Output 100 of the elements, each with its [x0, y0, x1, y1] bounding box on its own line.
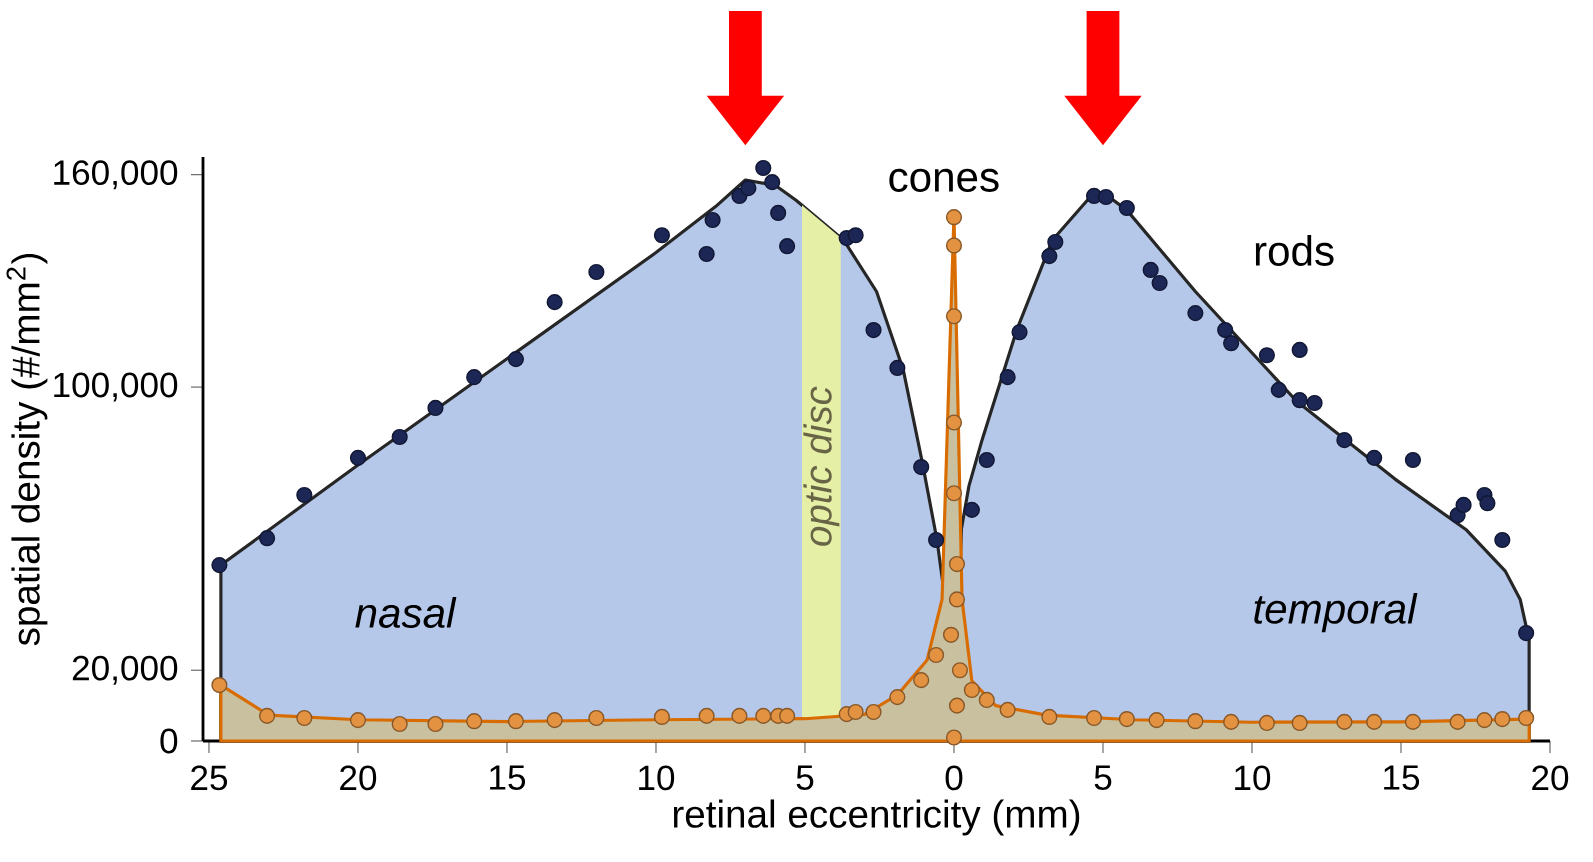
x-tick-label: 10 [639, 765, 675, 791]
point [588, 709, 605, 727]
point [978, 451, 995, 469]
point [865, 703, 882, 721]
point [847, 227, 864, 244]
point [1258, 347, 1275, 364]
series-label: cones [889, 168, 999, 192]
point [999, 701, 1016, 718]
point [1142, 261, 1159, 279]
x-tick-label: 15 [490, 765, 526, 790]
point [948, 591, 966, 608]
y-tick-label: 0 [160, 728, 178, 754]
x-tick-label: 0 [945, 765, 963, 791]
point [770, 204, 787, 222]
point [945, 308, 963, 325]
point [211, 557, 228, 574]
point [296, 486, 313, 504]
point [1291, 714, 1308, 732]
point [1336, 713, 1353, 730]
point [1306, 394, 1323, 412]
point [945, 485, 963, 502]
point [928, 531, 945, 549]
y-tick-label: 100,000 [54, 372, 178, 402]
x-tick-label: 25 [191, 765, 228, 791]
point [1455, 496, 1472, 514]
point [945, 729, 963, 746]
x-axis-title: retinal eccentricity (mm) [673, 799, 1080, 836]
point [698, 707, 715, 724]
point [755, 159, 772, 177]
point [1494, 531, 1511, 549]
y-tick-label: 160,000 [54, 160, 178, 190]
point [948, 697, 966, 714]
point [507, 351, 525, 368]
point [1118, 710, 1135, 728]
y-tick-label: 20,000 [72, 655, 178, 685]
x-tick-label: 15 [1384, 765, 1420, 790]
point [755, 707, 772, 724]
point [1291, 341, 1308, 358]
band-label: optic disc [803, 386, 840, 546]
point [913, 458, 930, 476]
point [1223, 713, 1240, 730]
point [999, 369, 1016, 386]
x-tick-label: 10 [1235, 765, 1271, 791]
point [847, 703, 864, 721]
point [391, 428, 408, 446]
point [779, 707, 796, 724]
point [764, 174, 781, 191]
point [1291, 392, 1308, 409]
point [391, 715, 408, 733]
point [889, 359, 906, 377]
x-tick-label: 5 [1094, 765, 1112, 790]
point [1047, 233, 1064, 251]
point [507, 713, 525, 730]
point [211, 677, 228, 694]
point [427, 715, 444, 733]
point [1270, 381, 1287, 398]
point [427, 399, 444, 417]
point [704, 211, 721, 229]
point [653, 227, 671, 244]
point [546, 712, 563, 729]
point [653, 708, 671, 726]
point [1479, 495, 1496, 512]
point [1217, 321, 1234, 339]
point [349, 449, 367, 466]
point [1336, 432, 1353, 449]
point [258, 707, 276, 724]
point [258, 530, 276, 547]
point [963, 501, 980, 518]
point [1366, 713, 1383, 730]
point [1518, 709, 1535, 727]
point [978, 691, 995, 709]
x-tick-label: 20 [340, 765, 377, 791]
point [1118, 199, 1135, 217]
point [1187, 305, 1204, 322]
series-label: rods [1255, 234, 1334, 266]
point [1223, 335, 1240, 352]
point [913, 672, 930, 689]
point [1404, 713, 1422, 730]
point [948, 555, 966, 573]
x-tick-label: 20 [1532, 765, 1569, 791]
point [889, 689, 906, 706]
point [349, 712, 367, 729]
point [466, 713, 483, 730]
annotation: nasal [355, 597, 457, 628]
point [546, 294, 563, 311]
point [698, 245, 715, 263]
point [731, 707, 748, 724]
point [945, 209, 963, 226]
point [1148, 712, 1165, 729]
point [1449, 713, 1466, 730]
point [740, 180, 757, 197]
point [945, 414, 963, 431]
point [1011, 324, 1028, 341]
point [945, 237, 963, 254]
point [1258, 714, 1275, 732]
x-tick-label: 5 [796, 765, 814, 790]
point [1085, 709, 1103, 727]
point [963, 681, 980, 699]
point [1476, 712, 1493, 729]
point [1041, 248, 1058, 265]
